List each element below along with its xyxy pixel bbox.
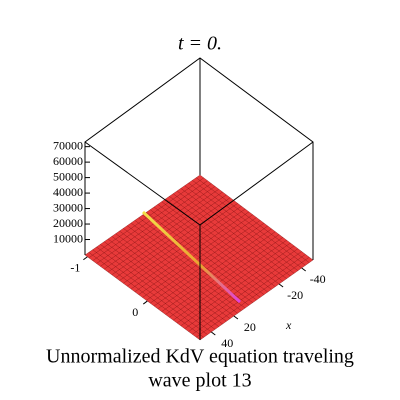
mesh-line (188, 251, 302, 332)
z-tick-label: 10000 (53, 231, 83, 245)
mesh-line (188, 182, 302, 269)
y-tick-label: -1 (70, 261, 80, 275)
z-tick-label: 50000 (53, 169, 83, 183)
caption: wave plot 13 (148, 370, 251, 392)
surface-plane (85, 175, 313, 340)
box (84, 57, 314, 340)
mesh-line (184, 248, 299, 329)
x-tick-label: -40 (310, 272, 326, 286)
x-axis-label: x (285, 318, 292, 332)
mesh-line (180, 188, 295, 274)
caption: Unnormalized KdV equation traveling (46, 346, 354, 368)
z-tick-label: 40000 (53, 185, 83, 199)
x-tick-label: 40 (221, 336, 233, 350)
x-tick-label: -20 (287, 288, 303, 302)
chart-title: t = 0. (178, 33, 222, 55)
mesh-line (192, 180, 306, 266)
mesh-line (199, 174, 314, 261)
x-tick (278, 283, 284, 288)
y-tick-label: 0 (132, 305, 138, 319)
x-tick-label: 20 (244, 320, 256, 334)
x-tick (301, 267, 307, 272)
z-tick-label: 70000 (53, 138, 83, 152)
mesh-line (196, 256, 310, 338)
mesh-line (192, 254, 306, 335)
mesh-line (184, 185, 299, 271)
soliton-crest (141, 210, 242, 304)
x-tick (233, 315, 239, 320)
mesh-line (196, 177, 310, 263)
z-tick-label: 60000 (53, 154, 83, 168)
x-tick (211, 331, 216, 336)
y-tick (83, 256, 88, 261)
z-tick-label: 20000 (53, 216, 83, 230)
mesh-line (199, 259, 314, 341)
z-tick-label: 30000 (53, 200, 83, 214)
surface (84, 174, 314, 341)
y-tick (142, 300, 148, 305)
